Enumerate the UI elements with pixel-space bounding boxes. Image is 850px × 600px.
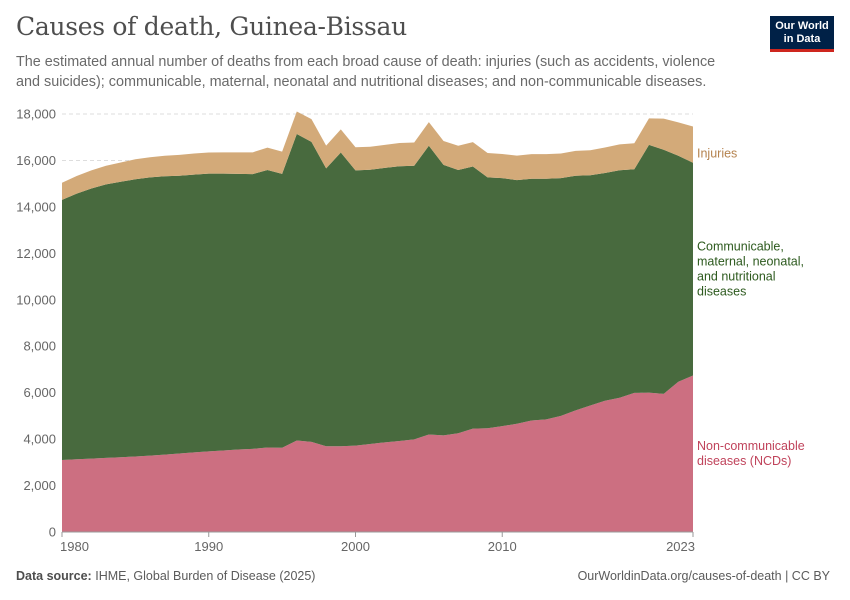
y-tick-label: 16,000 [16, 153, 56, 168]
area-series-0 [62, 375, 693, 532]
y-tick-label: 4,000 [23, 432, 56, 447]
series-label-1: Communicable, maternal, neonatal, and nutr… [697, 240, 804, 299]
chart-subtitle: The estimated annual number of deaths fr… [16, 54, 716, 90]
y-tick-label: 10,000 [16, 292, 56, 307]
chart-area: 0 2,000 4,000 6,000 8,000 10,000 12,000 14,000 1… [16, 107, 805, 555]
y-tick-label: 8,000 [23, 339, 56, 354]
series-label-2: Injuries [697, 147, 737, 161]
axes: 0 2,000 4,000 6,000 8,000 10,000 12,000 14,000 1… [16, 107, 695, 555]
source-url-link[interactable]: OurWorldinData.org/causes-of-death | CC … [577, 569, 830, 583]
y-tick-label: 18,000 [16, 107, 56, 122]
data-source: Data source: IHME, Global Burden of Dise… [16, 569, 315, 583]
x-tick-label: 1990 [194, 539, 223, 554]
data-source-text: IHME, Global Burden of Disease (2025) [95, 569, 316, 583]
series-label-line: diseases [697, 285, 746, 299]
y-tick-label: 14,000 [16, 199, 56, 214]
owid-logo[interactable]: Our World in Data [770, 16, 834, 52]
x-tick-label: 2010 [488, 539, 517, 554]
logo-line-2: in Data [783, 32, 821, 45]
y-tick-label: 12,000 [16, 246, 56, 261]
x-tick-label: 2023 [666, 539, 695, 554]
area-series-2 [62, 111, 693, 200]
data-source-label: Data source: [16, 569, 92, 583]
y-tick-label: 2,000 [23, 478, 56, 493]
x-tick-label: 2000 [341, 539, 370, 554]
series-label-line: diseases (NCDs) [697, 454, 791, 468]
series-label-line: and nutritional [697, 270, 776, 284]
logo-line-1: Our World [775, 20, 829, 32]
series-label-line: Communicable, [697, 240, 784, 254]
x-tick-label: 1980 [60, 539, 89, 554]
stacked-areas [62, 111, 693, 532]
y-tick-label: 6,000 [23, 385, 56, 400]
series-label-0: Non-communicable diseases (NCDs) [697, 439, 805, 468]
series-label-line: maternal, neonatal, [697, 255, 804, 269]
series-label-line: Injuries [697, 147, 737, 161]
y-tick-label: 0 [49, 525, 56, 540]
series-labels: Non-communicable diseases (NCDs) Communica… [697, 147, 805, 469]
chart-title: Causes of death, Guinea-Bissau [16, 12, 407, 41]
series-label-line: Non-communicable [697, 439, 805, 453]
area-series-1 [62, 133, 693, 461]
